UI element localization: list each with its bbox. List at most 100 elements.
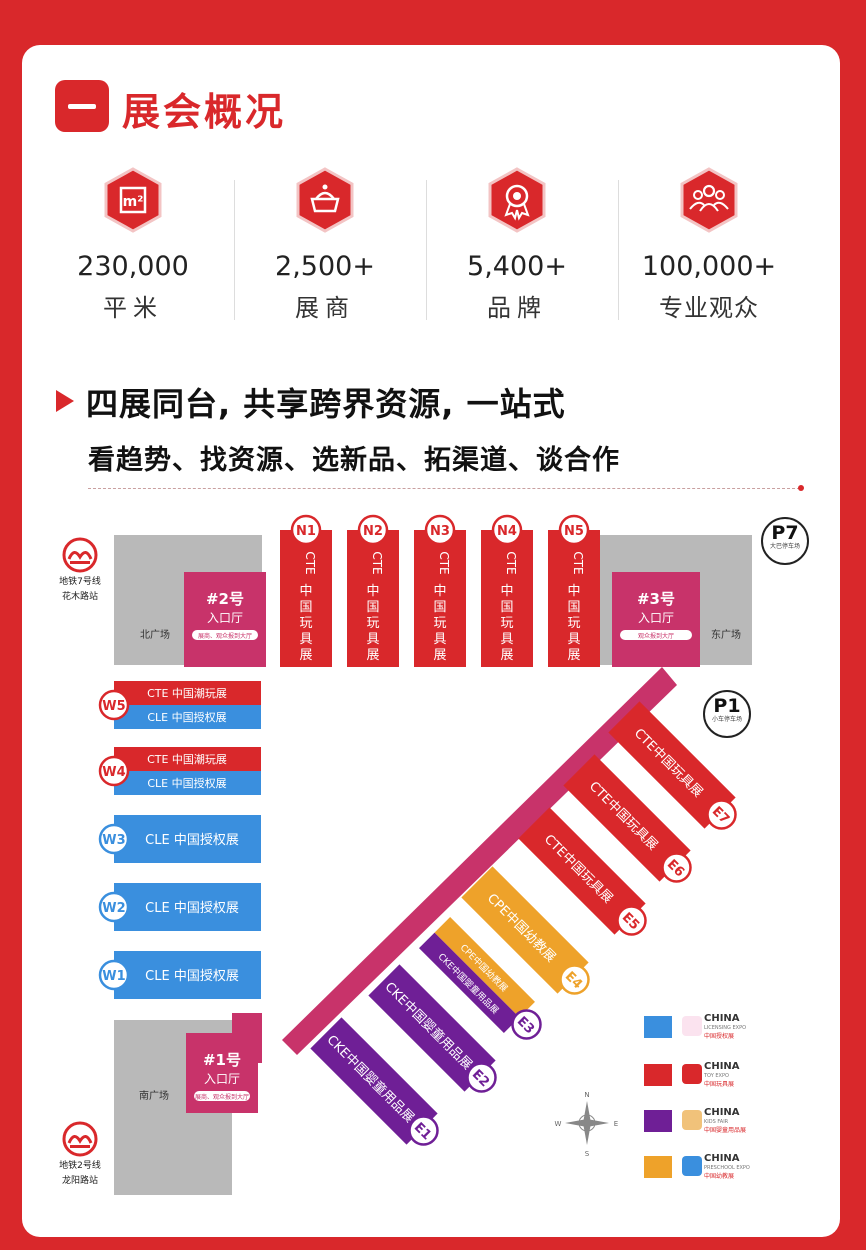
legend-title: CHINA [704, 1153, 740, 1164]
north-hall-label-char: 玩 [433, 616, 446, 631]
east-hall-rect [310, 1017, 438, 1145]
legend-cn: 中国幼教展 [704, 1173, 735, 1180]
entrance-sub: 入口厅 [638, 611, 674, 625]
hall-badge-W5-circle [98, 689, 130, 721]
preschool-logo-icon [682, 1156, 702, 1176]
divider [618, 180, 619, 320]
north-hall-label-char: 具 [366, 632, 379, 647]
west-hall-top [114, 681, 261, 705]
entrance-note: 展商、观众报到大厅 [195, 1093, 249, 1101]
legend-swatch [644, 1064, 672, 1086]
west-hall-bottom [114, 771, 261, 795]
compass-n: N [584, 1091, 589, 1099]
hall-badge-E1-circle [408, 1115, 439, 1146]
stat-number: 100,000+ [641, 251, 777, 282]
section-number-badge [55, 80, 109, 132]
plaza-south: 南广场 [139, 1089, 169, 1102]
legend-swatch [644, 1016, 672, 1038]
divider [234, 180, 235, 320]
compass-w: W [555, 1120, 562, 1128]
north-hall-label-char: 具 [299, 632, 312, 647]
north-hall-label-char: 展 [366, 648, 379, 663]
stat-audience: 100,000+ 专业观众 [614, 167, 804, 323]
entrance-name: #3号 [637, 590, 675, 608]
parking-p1: P1 小车停车场 [703, 690, 751, 738]
hall-badge-N4-circle [491, 514, 523, 546]
hall-badge-E6-circle [661, 852, 692, 883]
east-hall-label: CKE中国婴童用品展 [382, 979, 476, 1073]
parking-note: 小车停车场 [711, 716, 742, 723]
north-hall-label-cte: CTE [370, 551, 384, 574]
north-hall-label-char: 玩 [366, 616, 379, 631]
north-hall-N4 [481, 530, 533, 667]
west-hall-W1 [114, 951, 261, 999]
hall-badge-W1-circle [98, 959, 130, 991]
dashed-divider [88, 488, 800, 489]
metro-line2: 地铁2号线 龙阳路站 [35, 1121, 125, 1187]
north-hall-label-char: 中 [500, 584, 513, 599]
parking-id: P1 [713, 695, 741, 717]
compass-e: E [614, 1120, 618, 1128]
licensing-logo-icon [682, 1016, 702, 1036]
hall-badge-W2: W2 [102, 901, 125, 916]
hall-badge-W4: W4 [102, 765, 125, 780]
west-hall-label: CLE 中国授权展 [145, 900, 239, 916]
north-hall-label-cte: CTE [571, 551, 585, 574]
hall-badge-N3: N3 [430, 524, 450, 539]
north-hall-label-char: 国 [366, 600, 379, 615]
legend-title: CHINA [704, 1013, 740, 1024]
kids-logo-icon [682, 1110, 702, 1130]
east-hall-rect [563, 754, 691, 882]
entrance-note-pill [194, 1091, 250, 1101]
legend-cn: 中国授权展 [704, 1033, 735, 1040]
north-hall-label-char: 中 [567, 584, 580, 599]
hall-badge-N2: N2 [363, 524, 383, 539]
hall-badge-W3-circle [98, 823, 130, 855]
legend-subtitle: LICENSING EXPO [704, 1025, 747, 1031]
north-hall-label-char: 玩 [567, 616, 580, 631]
stat-number: 5,400+ [467, 251, 567, 282]
west-hall-top [114, 747, 261, 771]
north-hall-label-cte: CTE [504, 551, 518, 574]
metro-line: 地铁7号线 [59, 577, 101, 587]
north-hall-label-char: 中 [433, 584, 446, 599]
entrance-note: 观众报到大厅 [638, 632, 674, 640]
section-title: 展会概况 [122, 90, 287, 134]
north-hall-label-char: 展 [567, 648, 580, 663]
stat-brands: 5,400+ 品牌 [422, 167, 612, 323]
compass-icon: N S E W [555, 1091, 619, 1158]
hall-badge-N1-circle [290, 514, 322, 546]
east-hall-rect [461, 866, 589, 994]
legend-subtitle: KIDS FAIR [704, 1119, 729, 1125]
east-hall-top [434, 917, 535, 1018]
legend-swatch [644, 1110, 672, 1132]
plaza-east: 东广场 [711, 628, 741, 641]
brand-badge-icon [484, 167, 550, 233]
north-hall-label-char: 玩 [500, 616, 513, 631]
hall-badge-W1: W1 [102, 969, 125, 984]
compass-s: S [585, 1150, 590, 1158]
stat-label: 展商 [295, 294, 355, 322]
parking-id: P7 [771, 522, 799, 544]
north-hall-label-char: 具 [567, 632, 580, 647]
legend-swatch [644, 1156, 672, 1178]
north-hall-N3 [414, 530, 466, 667]
north-hall-label-char: 中 [366, 584, 379, 599]
north-hall-label-char: 国 [567, 600, 580, 615]
entrance-sub: 入口厅 [207, 611, 243, 625]
venue-map: 北广场 东广场南广场#2号入口厅展商、观众报到大厅#3号入口厅观众报到大厅#1号入… [98, 514, 752, 1195]
hall-badge-E3-circle [511, 1009, 542, 1040]
legend-subtitle: TOY EXPO [704, 1073, 729, 1079]
area-m2-icon: m² [100, 167, 166, 233]
legend-title: CHINA [704, 1061, 740, 1072]
west-hall-label-bottom: CLE 中国授权展 [147, 710, 226, 724]
stat-area: m² 230,000 平米 [38, 167, 228, 323]
headline-line2: 看趋势、找资源、选新品、拓渠道、谈合作 [88, 445, 620, 476]
divider-dot [798, 485, 804, 491]
compass-ring [578, 1114, 596, 1132]
east-hall-rect [518, 807, 646, 935]
north-hall-label-char: 展 [500, 648, 513, 663]
hall-badge-N3-circle [424, 514, 456, 546]
east-hall-bottom [419, 932, 520, 1033]
